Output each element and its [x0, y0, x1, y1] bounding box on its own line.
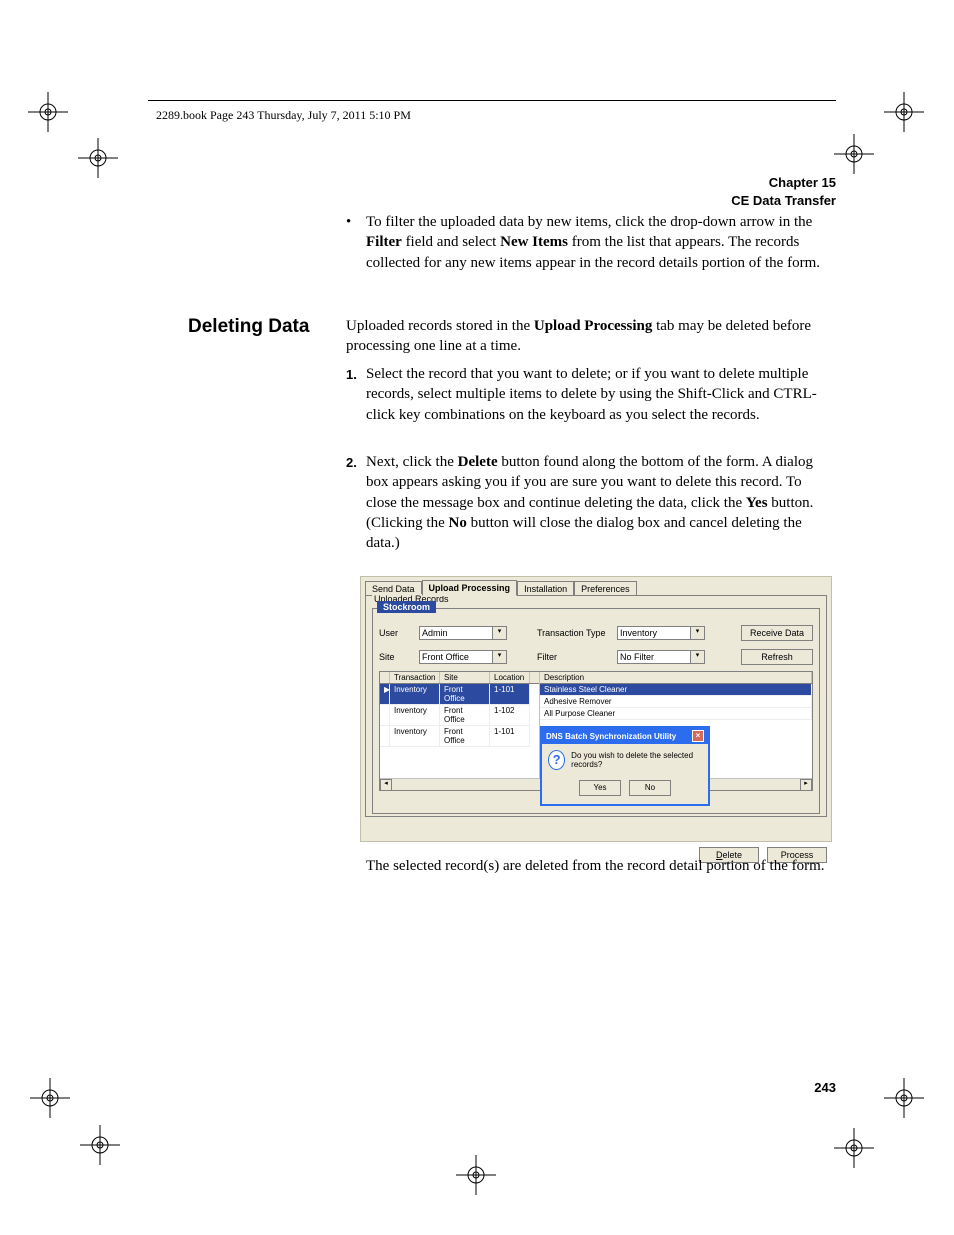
crop-mark-icon — [834, 134, 874, 174]
site-label: Site — [379, 652, 413, 662]
col-location[interactable]: Location — [490, 672, 530, 683]
step-2: 2. Next, click the Delete button found a… — [346, 452, 836, 553]
crop-mark-icon — [30, 1078, 70, 1118]
bullet-dot: • — [346, 212, 366, 273]
question-icon: ? — [548, 750, 565, 770]
chapter-heading: Chapter 15 CE Data Transfer — [148, 174, 836, 209]
filter-label: Filter — [537, 652, 611, 662]
row-indicator-header — [380, 672, 390, 683]
scroll-right-icon[interactable]: ▸ — [800, 779, 812, 791]
col-transaction[interactable]: Transaction — [390, 672, 440, 683]
txn-type-value[interactable]: Inventory — [617, 626, 691, 640]
table-row[interactable]: InventoryFront Office1-101 — [380, 726, 539, 747]
step-text: Select the record that you want to delet… — [366, 364, 836, 425]
records-table: Transaction Site Location ▶InventoryFron… — [379, 671, 813, 791]
cell-transaction: Inventory — [390, 684, 440, 705]
cell-site: Front Office — [440, 705, 490, 726]
table-row[interactable]: ▶InventoryFront Office1-101 — [380, 684, 539, 705]
chevron-down-icon[interactable]: ▾ — [493, 650, 507, 664]
cell-location: 1-101 — [490, 684, 530, 705]
dialog-title-text: DNS Batch Synchronization Utility — [546, 732, 676, 741]
site-value[interactable]: Front Office — [419, 650, 493, 664]
confirm-delete-dialog: DNS Batch Synchronization Utility × ? Do… — [540, 726, 710, 806]
step-number: 1. — [346, 364, 366, 425]
cell-transaction: Inventory — [390, 705, 440, 726]
cell-description: Stainless Steel Cleaner — [540, 684, 812, 696]
scroll-left-icon[interactable]: ◂ — [380, 779, 392, 791]
stockroom-group: Stockroom User Admin ▾ Transaction Type … — [372, 608, 820, 814]
row-indicator — [380, 726, 390, 747]
cell-description: All Purpose Cleaner — [540, 708, 812, 720]
crop-mark-icon — [456, 1155, 496, 1195]
step-text: Next, click the Delete button found alon… — [366, 452, 836, 553]
crop-mark-icon — [884, 92, 924, 132]
crop-mark-icon — [884, 1078, 924, 1118]
row-indicator: ▶ — [380, 684, 390, 705]
crop-mark-icon — [834, 1128, 874, 1168]
cell-site: Front Office — [440, 726, 490, 747]
page-number: 243 — [148, 1080, 836, 1095]
no-button[interactable]: No — [629, 780, 671, 796]
chevron-down-icon[interactable]: ▾ — [493, 626, 507, 640]
filter-combo[interactable]: No Filter ▾ — [617, 650, 705, 664]
table-row[interactable]: Stainless Steel Cleaner — [540, 684, 812, 696]
receive-data-button[interactable]: Receive Data — [741, 625, 813, 641]
user-label: User — [379, 628, 413, 638]
user-value[interactable]: Admin — [419, 626, 493, 640]
chevron-down-icon[interactable]: ▾ — [691, 650, 705, 664]
col-description[interactable]: Description — [540, 672, 812, 683]
closing-paragraph: The selected record(s) are deleted from … — [366, 856, 836, 876]
step-1: 1. Select the record that you want to de… — [346, 364, 836, 425]
yes-button[interactable]: Yes — [579, 780, 621, 796]
crop-mark-icon — [78, 138, 118, 178]
dialog-message: Do you wish to delete the selected recor… — [571, 751, 702, 769]
bullet-text: To filter the uploaded data by new items… — [366, 212, 836, 273]
crop-mark-icon — [28, 92, 68, 132]
chevron-down-icon[interactable]: ▾ — [691, 626, 705, 640]
header-rule — [148, 100, 836, 101]
table-row[interactable]: All Purpose Cleaner — [540, 708, 812, 720]
book-header-line: 2289.book Page 243 Thursday, July 7, 201… — [156, 108, 411, 123]
tab-upload-processing[interactable]: Upload Processing — [422, 580, 518, 596]
cell-location: 1-101 — [490, 726, 530, 747]
intro-bullet: • To filter the uploaded data by new ite… — [346, 212, 836, 273]
cell-transaction: Inventory — [390, 726, 440, 747]
crop-mark-icon — [80, 1125, 120, 1165]
upload-processing-panel: Send Data Upload Processing Installation… — [360, 576, 832, 842]
row-indicator — [380, 705, 390, 726]
cell-description: Adhesive Remover — [540, 696, 812, 708]
section-intro: Uploaded records stored in the Upload Pr… — [346, 316, 836, 357]
col-site[interactable]: Site — [440, 672, 490, 683]
section-heading: Deleting Data — [188, 316, 309, 338]
tab-panel: Uploaded Records Stockroom User Admin ▾ … — [365, 595, 827, 817]
table-row[interactable]: InventoryFront Office1-102 — [380, 705, 539, 726]
tab-preferences[interactable]: Preferences — [574, 581, 637, 596]
tab-strip: Send Data Upload Processing Installation… — [361, 577, 831, 595]
cell-location: 1-102 — [490, 705, 530, 726]
dialog-titlebar[interactable]: DNS Batch Synchronization Utility × — [542, 728, 708, 744]
close-icon[interactable]: × — [692, 730, 704, 742]
chapter-title: CE Data Transfer — [148, 192, 836, 210]
chapter-number: Chapter 15 — [148, 174, 836, 192]
stockroom-title: Stockroom — [377, 601, 436, 613]
refresh-button[interactable]: Refresh — [741, 649, 813, 665]
step-number: 2. — [346, 452, 366, 553]
txn-type-label: Transaction Type — [537, 628, 611, 638]
txn-type-combo[interactable]: Inventory ▾ — [617, 626, 705, 640]
filter-value[interactable]: No Filter — [617, 650, 691, 664]
user-combo[interactable]: Admin ▾ — [419, 626, 507, 640]
site-combo[interactable]: Front Office ▾ — [419, 650, 507, 664]
tab-installation[interactable]: Installation — [517, 581, 574, 596]
table-row[interactable]: Adhesive Remover — [540, 696, 812, 708]
cell-site: Front Office — [440, 684, 490, 705]
